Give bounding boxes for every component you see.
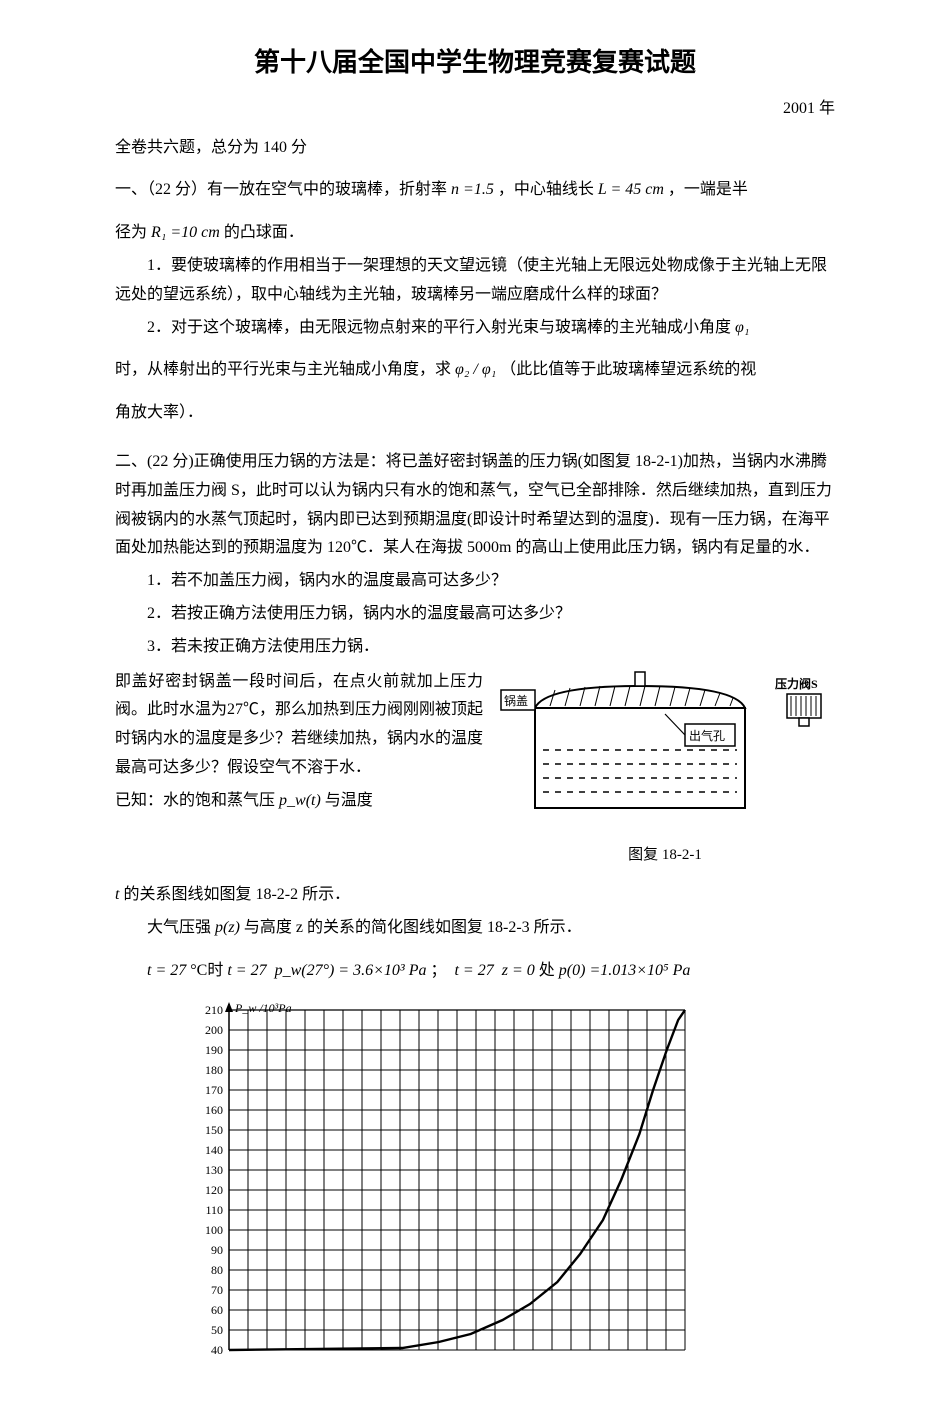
q1-sub2-c: （此比值等于此玻璃棒望远系统的视 <box>500 361 756 378</box>
q1-line2-b: 的凸球面． <box>224 224 304 241</box>
pot-body-icon <box>535 708 745 808</box>
q1-open-b: ，中心轴线长 <box>498 181 598 198</box>
q1-sub2-a: 2．对于这个玻璃棒，由无限远物点射来的平行入射光束与玻璃棒的主光轴成小角度 <box>147 319 735 336</box>
hole-label-text: 出气孔 <box>689 728 725 743</box>
q1-sub2-d: 角放大率）． <box>115 399 835 428</box>
chart-ytick: 140 <box>205 1143 223 1157</box>
q2-t-var: t <box>115 886 119 903</box>
q2-sub2: 2．若按正确方法使用压力锅，锅内水的温度最高可达多少？ <box>115 600 835 629</box>
q2-figure-block: 锅盖 出气孔 压力阀S 图复 18- <box>115 668 835 870</box>
q1-sub2-b: 时，从棒射出的平行光束与主光轴成小角度，求 <box>115 361 455 378</box>
chart-ytick: 40 <box>211 1343 223 1357</box>
q2-known-b: 与温度 <box>325 792 373 809</box>
q2-pz-a: 大气压强 <box>147 919 215 936</box>
chart-ytick: 130 <box>205 1163 223 1177</box>
eq-c: t = 27 <box>227 962 266 979</box>
chart-ytick: 170 <box>205 1083 223 1097</box>
q2-equations: t = 27 °C时 t = 27 p_w(27°) = 3.6×10³ Pa … <box>115 957 835 986</box>
exam-year: 2001 年 <box>115 95 835 124</box>
chart-y-label: P_w /10³Pa <box>234 1001 292 1015</box>
eq-f: z = 0 <box>502 962 535 979</box>
q2-intro: 二、(22 分)正确使用压力锅的方法是：将已盖好密封锅盖的压力锅(如图复 18-… <box>115 448 835 563</box>
q1-open-c: ，一端是半 <box>668 181 748 198</box>
q2-known-c: 的关系图线如图复 18-2-2 所示． <box>123 886 350 903</box>
valve-label-text: 压力阀S <box>775 676 818 691</box>
q2-sub3: 3．若未按正确方法使用压力锅． <box>115 633 835 662</box>
q2-pz-expr: p(z) <box>215 919 240 936</box>
eq-sep: ； <box>430 962 446 979</box>
question-2: 二、(22 分)正确使用压力锅的方法是：将已盖好密封锅盖的压力锅(如图复 18-… <box>115 448 835 1371</box>
q2-sub1: 1．若不加盖压力阀，锅内水的温度最高可达多少？ <box>115 567 835 596</box>
q1-ratio: φ₂ / φ₁ <box>455 361 496 378</box>
chart-ytick: 100 <box>205 1223 223 1237</box>
valve-icon <box>787 694 821 726</box>
chart-ytick: 150 <box>205 1123 223 1137</box>
figure-18-2-2-chart: P_w /10³Pa 40 50 60 70 80 90 100 110 120 130 140 150… <box>175 1000 835 1371</box>
q1-line2-a: 径为 <box>115 224 147 241</box>
lid-label-text: 锅盖 <box>504 693 528 708</box>
eq-a: t = 27 <box>147 962 186 979</box>
eq-b: °C时 <box>190 962 223 979</box>
q1-phi1: φ₁ <box>735 319 749 336</box>
eq-d: p_w(27°) = 3.6×10³ Pa <box>275 962 427 979</box>
exam-title: 第十八届全国中学生物理竞赛复赛试题 <box>115 40 835 87</box>
eq-h: p(0) =1.013×10⁵ Pa <box>559 962 691 979</box>
figure-18-2-1: 锅盖 出气孔 压力阀S 图复 18- <box>495 668 835 870</box>
chart-ytick: 80 <box>211 1263 223 1277</box>
q1-n-expr: n =1.5 <box>451 181 494 198</box>
q2-pz-b: 与高度 z 的关系的简化图线如图复 18-2-3 所示． <box>244 919 582 936</box>
q1-R-expr: R₁ =10 cm <box>151 224 220 241</box>
eq-g: 处 <box>539 962 555 979</box>
chart-ytick: 120 <box>205 1183 223 1197</box>
q1-sub1: 1．要使玻璃棒的作用相当于一架理想的天文望远镜（使主光轴上无限远处物成像于主光轴… <box>115 252 835 310</box>
figure-caption-1: 图复 18-2-1 <box>495 842 835 869</box>
chart-ytick: 160 <box>205 1103 223 1117</box>
eq-e: t = 27 <box>454 962 493 979</box>
q2-known-a: 已知：水的饱和蒸气压 <box>115 792 279 809</box>
q1-L-expr: L = 45 cm <box>598 181 664 198</box>
q2-pw-expr: p_w(t) <box>279 792 321 809</box>
chart-ytick: 180 <box>205 1063 223 1077</box>
vent-pipe-icon <box>635 672 645 686</box>
chart-ytick: 60 <box>211 1303 223 1317</box>
q1-open-a: 一、（22 分）有一放在空气中的玻璃棒，折射率 <box>115 181 451 198</box>
question-1: 一、（22 分）有一放在空气中的玻璃棒，折射率 n =1.5 ，中心轴线长 L … <box>115 176 835 428</box>
chart-ytick: 200 <box>205 1023 223 1037</box>
chart-ytick: 110 <box>205 1203 223 1217</box>
chart-ytick: 190 <box>205 1043 223 1057</box>
chart-ytick: 210 <box>205 1003 223 1017</box>
preamble: 全卷共六题，总分为 140 分 <box>115 134 835 163</box>
chart-ytick: 90 <box>211 1243 223 1257</box>
chart-ytick: 70 <box>211 1283 223 1297</box>
chart-ytick: 50 <box>211 1323 223 1337</box>
